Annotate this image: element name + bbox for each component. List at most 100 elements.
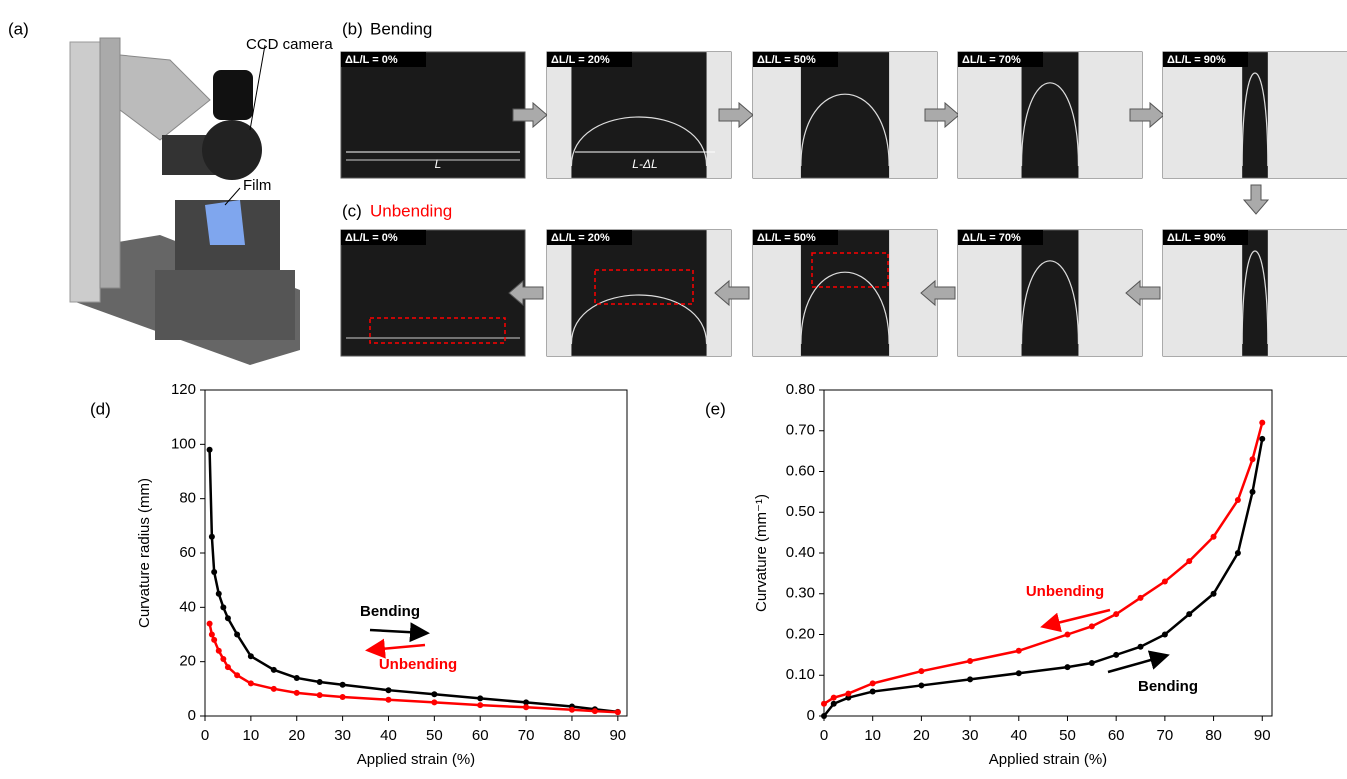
- film-curve: [800, 93, 890, 167]
- flow-arrow: [512, 101, 548, 129]
- frame-label-bg: [341, 52, 426, 67]
- data-point: [206, 446, 213, 453]
- data-point: [234, 631, 241, 638]
- data-point: [339, 681, 346, 688]
- frame-label: ΔL/L = 0%: [345, 232, 398, 244]
- x-tick-label: 40: [1010, 727, 1027, 744]
- x-tick-label: 50: [1059, 727, 1076, 744]
- frame-label: ΔL/L = 70%: [962, 232, 1021, 244]
- frame-label-bg: [958, 52, 1043, 67]
- data-point: [821, 713, 827, 719]
- film-curve: [1020, 82, 1080, 167]
- x-tick-label: 50: [426, 727, 443, 744]
- data-point: [270, 666, 277, 673]
- x-tick-label: 20: [288, 727, 305, 744]
- frame-label: ΔL/L = 20%: [551, 232, 610, 244]
- data-point: [1210, 533, 1217, 540]
- photo-bg: [1267, 52, 1347, 178]
- y-tick-label: 0: [807, 707, 815, 724]
- frame-label-bg: [547, 230, 632, 245]
- y-tick-label: 0.10: [786, 666, 815, 683]
- data-point: [523, 699, 530, 706]
- data-point: [477, 695, 484, 702]
- flow-arrow: [1129, 101, 1165, 129]
- frame-label-bg: [1163, 52, 1248, 67]
- data-point: [830, 700, 837, 707]
- data-point: [220, 604, 227, 611]
- x-tick-label: 60: [1108, 727, 1125, 744]
- dimension-label: L-ΔL: [632, 157, 657, 171]
- flow-arrow: [714, 279, 750, 307]
- frame-label-bg: [341, 230, 426, 245]
- plot-frame: [823, 389, 1273, 717]
- annotation: Unbending: [379, 656, 457, 673]
- y-axis-label: Curvature radius (mm): [136, 478, 153, 628]
- data-point: [1137, 643, 1144, 650]
- x-tick-label: 0: [820, 727, 828, 744]
- data-point: [385, 696, 392, 703]
- data-point: [208, 533, 215, 540]
- series-line: [823, 438, 1264, 717]
- panel-title: Bending: [370, 19, 432, 38]
- photo-frame: [340, 229, 526, 357]
- data-point: [1161, 578, 1168, 585]
- annotation: Unbending: [1026, 583, 1104, 600]
- data-point: [1210, 590, 1217, 597]
- data-point: [614, 709, 621, 716]
- data-point: [967, 657, 974, 664]
- dimension-label: L: [435, 157, 442, 171]
- data-point: [967, 676, 974, 683]
- data-point: [293, 689, 300, 696]
- flow-arrow: [508, 279, 544, 307]
- x-axis-label: Applied strain (%): [357, 751, 475, 768]
- frame-label: ΔL/L = 70%: [962, 54, 1021, 66]
- y-tick-label: 60: [179, 544, 196, 561]
- data-point: [821, 700, 827, 707]
- panel-label: (a): [8, 19, 29, 38]
- data-point: [211, 636, 218, 643]
- data-point: [1015, 647, 1022, 654]
- data-point: [431, 691, 438, 698]
- panel-label: (e): [705, 399, 726, 418]
- camera-label: CCD camera: [246, 36, 333, 53]
- data-point: [316, 692, 323, 699]
- highlight-box: [594, 269, 694, 305]
- data-point: [1137, 594, 1144, 601]
- panel-label: (d): [90, 399, 111, 418]
- x-axis-label: Applied strain (%): [989, 751, 1107, 768]
- y-tick-label: 20: [179, 653, 196, 670]
- panel-label: (b): [342, 19, 363, 38]
- x-tick-label: 70: [1157, 727, 1174, 744]
- data-point: [1234, 550, 1241, 556]
- data-point: [270, 685, 277, 692]
- panel-title: Unbending: [370, 201, 452, 220]
- data-point: [339, 693, 346, 700]
- y-tick-label: 0.40: [786, 544, 815, 561]
- data-point: [206, 620, 213, 627]
- x-tick-label: 30: [334, 727, 351, 744]
- frame-label: ΔL/L = 90%: [1167, 54, 1226, 66]
- flow-arrow: [924, 101, 960, 129]
- data-point: [215, 647, 222, 654]
- data-point: [1015, 670, 1022, 677]
- data-point: [918, 668, 925, 675]
- y-tick-label: 80: [179, 490, 196, 507]
- frame-label-bg: [958, 230, 1043, 245]
- highlight-box: [369, 317, 506, 344]
- frame-label-bg: [753, 230, 838, 245]
- data-point: [918, 682, 925, 689]
- y-tick-label: 0.60: [786, 462, 815, 479]
- photo-bg: [753, 230, 801, 356]
- data-point: [385, 687, 392, 694]
- data-point: [830, 694, 837, 701]
- photo-bg: [958, 230, 1022, 356]
- flow-arrow: [920, 279, 956, 307]
- annotation-arrow: [365, 638, 426, 659]
- x-tick-label: 40: [380, 727, 397, 744]
- flow-arrow: [1242, 184, 1270, 215]
- y-axis-label: Curvature (mm⁻¹): [753, 494, 770, 612]
- x-tick-label: 80: [1205, 727, 1222, 744]
- data-point: [869, 688, 876, 695]
- x-tick-label: 10: [864, 727, 881, 744]
- data-point: [247, 680, 254, 687]
